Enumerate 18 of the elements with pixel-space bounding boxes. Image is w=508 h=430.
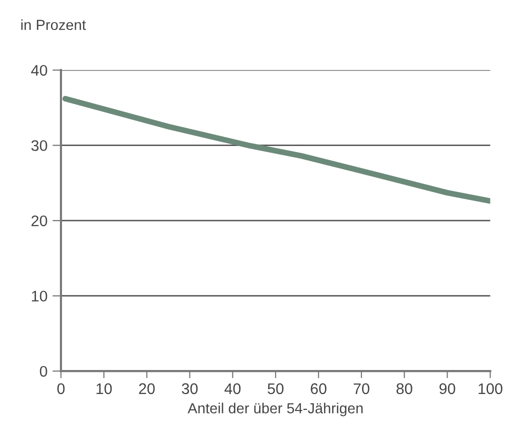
y-tick-label: 10 (32, 290, 48, 302)
x-tick-label: 50 (268, 383, 284, 394)
x-tick-label: 0 (57, 383, 65, 394)
x-tick-label: 20 (139, 383, 155, 394)
y-tick-label: 0 (40, 366, 48, 377)
x-tick-label: 40 (224, 383, 241, 394)
y-tick-label: 20 (32, 215, 48, 226)
x-tick-label: 80 (396, 383, 412, 394)
x-tick-label: 10 (96, 383, 112, 394)
y-axis-title: in Prozent (21, 19, 86, 30)
x-tick-label: 90 (440, 383, 456, 394)
x-tick-label: 100 (478, 383, 502, 394)
y-tick-label: 30 (31, 140, 48, 152)
x-axis-title: Anteil der über 54-Jährigen (188, 402, 363, 416)
x-tick-label: 30 (182, 383, 198, 394)
x-tick-label: 70 (354, 383, 370, 394)
y-tick-label: 40 (31, 64, 48, 76)
x-tick-label: 60 (310, 383, 326, 394)
